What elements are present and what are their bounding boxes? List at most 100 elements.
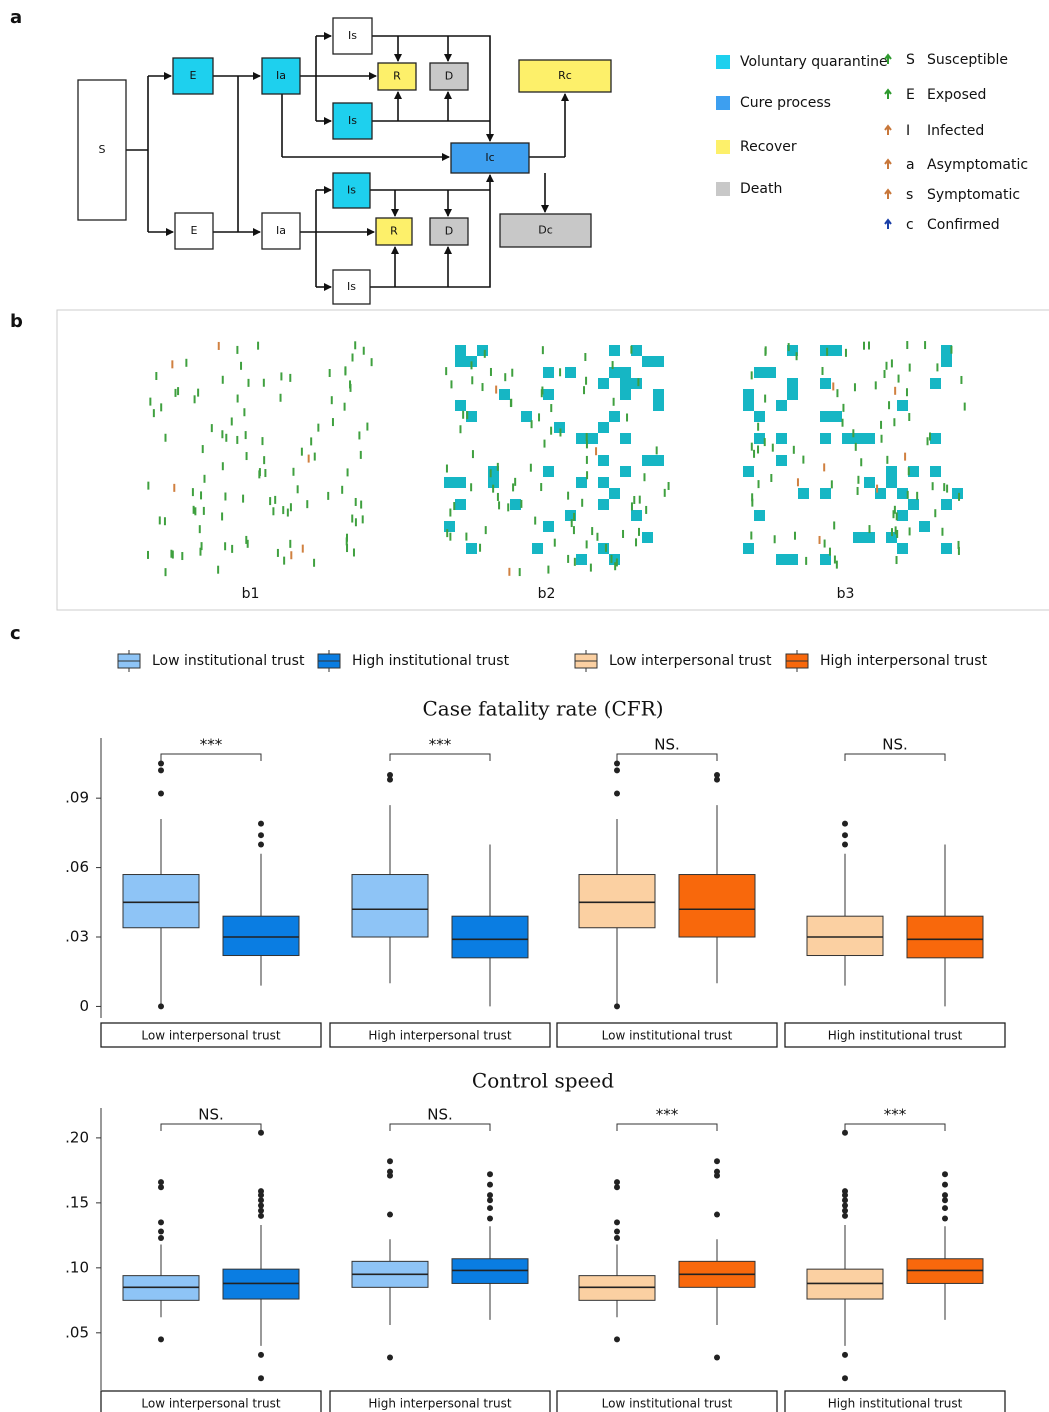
facet-label: High institutional trust	[828, 1029, 963, 1043]
legend-letter: a	[906, 157, 915, 173]
node-label: Rc	[558, 69, 572, 82]
quarantine-cell	[598, 499, 609, 510]
quarantine-cell	[455, 400, 466, 411]
outlier	[258, 1352, 264, 1358]
quarantine-cell	[820, 488, 831, 499]
legend-swatch	[716, 182, 730, 196]
outlier	[714, 1158, 720, 1164]
legend-swatch	[716, 96, 730, 110]
quarantine-cell	[897, 543, 908, 554]
quarantine-cell	[897, 488, 908, 499]
quarantine-cell	[853, 532, 864, 543]
quarantine-cell	[754, 367, 765, 378]
box	[123, 875, 199, 928]
node-label: E	[191, 224, 198, 237]
outlier	[614, 1336, 620, 1342]
quarantine-cell	[842, 433, 853, 444]
legend-letter: E	[906, 87, 915, 103]
node-label: Is	[347, 184, 356, 197]
quarantine-cell	[776, 433, 787, 444]
y-tick-label: .03	[65, 928, 89, 946]
node-label: Ic	[485, 151, 494, 164]
box	[807, 916, 883, 955]
outlier	[842, 1197, 848, 1203]
legend-label: Cure process	[740, 95, 831, 111]
quarantine-cell	[743, 466, 754, 477]
node-label: D	[445, 225, 453, 238]
legend-label: Recover	[740, 139, 797, 155]
quarantine-cell	[743, 543, 754, 554]
legend-label: Death	[740, 181, 782, 197]
outlier	[258, 1213, 264, 1219]
legend-symbol	[885, 90, 891, 99]
quarantine-cell	[930, 378, 941, 389]
node-label: Ia	[276, 69, 286, 82]
outlier	[842, 1130, 848, 1136]
node-label: E	[190, 69, 197, 82]
quarantine-cell	[620, 433, 631, 444]
quarantine-cell	[609, 345, 620, 356]
outlier	[487, 1171, 493, 1177]
outlier	[842, 821, 848, 827]
quarantine-cell	[908, 499, 919, 510]
quarantine-cell	[642, 356, 653, 367]
quarantine-cell	[587, 433, 598, 444]
outlier	[258, 841, 264, 847]
outlier	[487, 1192, 493, 1198]
box	[679, 875, 755, 937]
outlier	[158, 1336, 164, 1342]
quarantine-cell	[864, 433, 875, 444]
significance-bracket	[617, 1124, 717, 1131]
snapshot-label: b2	[538, 586, 556, 602]
outlier	[942, 1192, 948, 1198]
y-tick-label: .20	[65, 1128, 89, 1146]
outlier	[258, 1130, 264, 1136]
panel-b-frame	[57, 310, 1049, 610]
quarantine-cell	[653, 400, 664, 411]
outlier	[158, 760, 164, 766]
legend-label: Susceptible	[927, 52, 1008, 68]
quarantine-cell	[609, 411, 620, 422]
legend-swatch	[716, 140, 730, 154]
significance-label: ***	[884, 1106, 907, 1124]
quarantine-cell	[754, 411, 765, 422]
facet-label: Low interpersonal trust	[141, 1397, 281, 1411]
quarantine-cell	[798, 488, 809, 499]
quarantine-cell	[941, 345, 952, 356]
quarantine-cell	[543, 521, 554, 532]
outlier	[614, 1003, 620, 1009]
quarantine-cell	[642, 532, 653, 543]
outlier	[614, 1235, 620, 1241]
quarantine-cell	[565, 367, 576, 378]
significance-bracket	[161, 754, 261, 761]
snapshot-label: b3	[837, 586, 855, 602]
legend-label: Symptomatic	[927, 187, 1020, 203]
outlier	[487, 1197, 493, 1203]
node-label: R	[390, 225, 398, 238]
quarantine-cell	[609, 488, 620, 499]
outlier	[714, 1212, 720, 1218]
outlier	[842, 1202, 848, 1208]
y-tick-label: .15	[65, 1193, 89, 1211]
outlier	[158, 767, 164, 773]
outlier	[158, 1235, 164, 1241]
significance-label: NS.	[198, 1106, 224, 1124]
quarantine-cell	[620, 367, 631, 378]
facet-label: High institutional trust	[828, 1397, 963, 1411]
outlier	[387, 772, 393, 778]
legend-letter: I	[906, 123, 910, 139]
quarantine-cell	[576, 477, 587, 488]
significance-bracket	[617, 754, 717, 761]
facet-label: High interpersonal trust	[368, 1029, 511, 1043]
quarantine-cell	[820, 433, 831, 444]
outlier	[942, 1171, 948, 1177]
quarantine-cell	[653, 455, 664, 466]
quarantine-cell	[864, 477, 875, 488]
node-label: Ia	[276, 224, 286, 237]
legend-label: High institutional trust	[352, 653, 510, 669]
significance-label: ***	[656, 1106, 679, 1124]
facet-label: High interpersonal trust	[368, 1397, 511, 1411]
node-label: Is	[347, 280, 356, 293]
quarantine-cell	[598, 455, 609, 466]
legend-label: High interpersonal trust	[820, 653, 988, 669]
